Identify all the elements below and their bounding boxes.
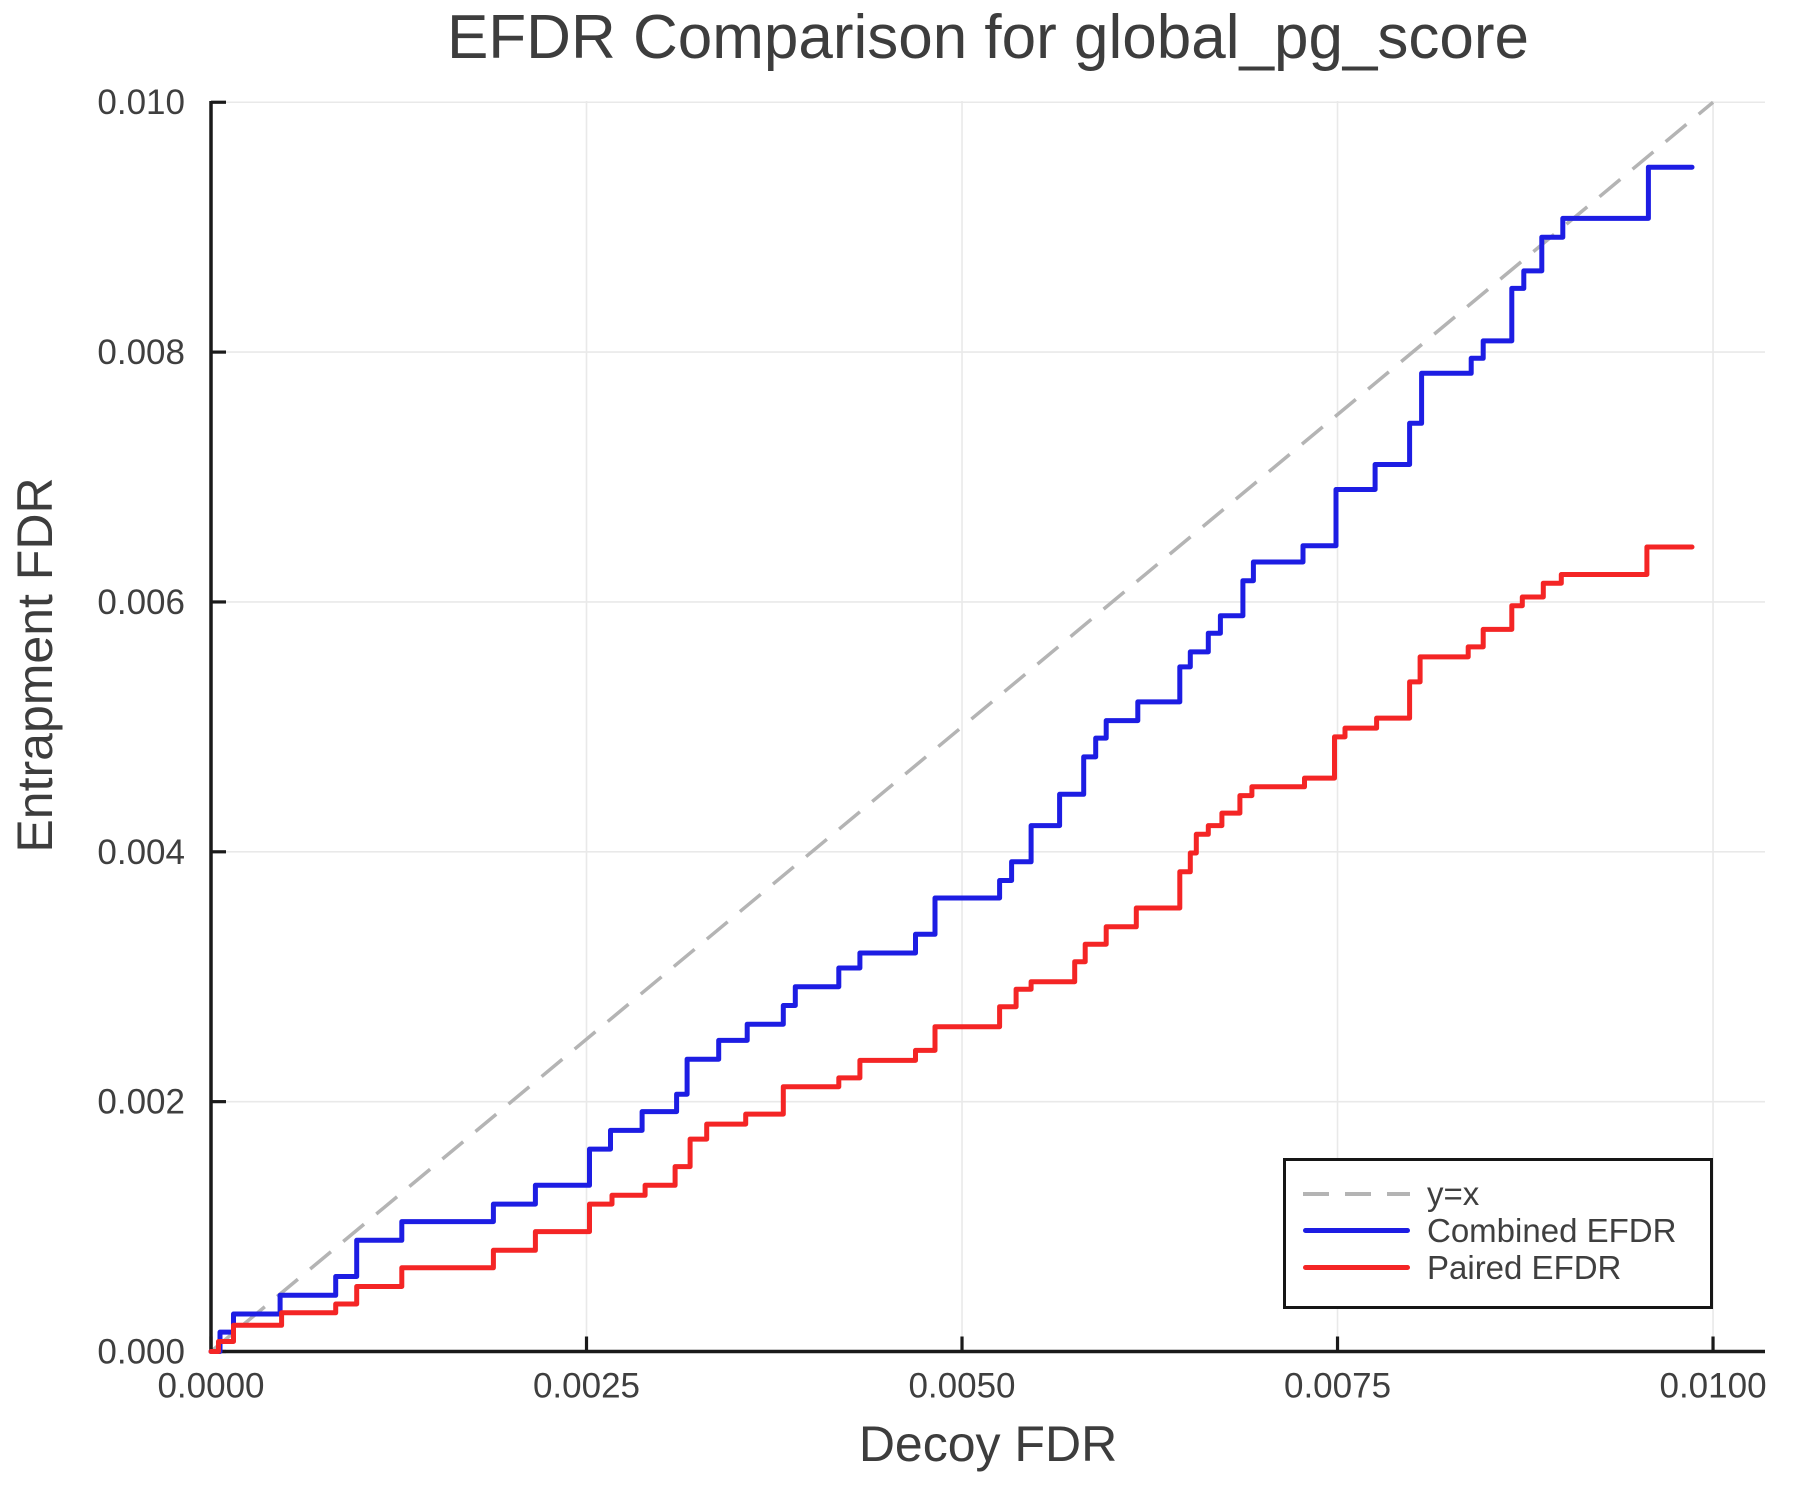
combined-efdr-line xyxy=(208,164,1695,1354)
legend-item-combined-efdr: Combined EFDR xyxy=(1303,1212,1710,1249)
legend-label: Combined EFDR xyxy=(1427,1212,1677,1249)
tick-label-layer: 0.0000 0.0025 0.0050 0.0075 0.0100 0.000 0.002… xyxy=(97,83,1766,1405)
x-tick-label: 0.0100 xyxy=(1659,1367,1766,1406)
x-tick-label: 0.0000 xyxy=(157,1367,264,1406)
paired-efdr-line xyxy=(208,544,1695,1354)
tick-layer xyxy=(209,100,1715,1354)
y-tick-label: 0.008 xyxy=(97,333,185,372)
series-layer xyxy=(208,164,1695,1354)
legend-label: y=x xyxy=(1427,1175,1480,1212)
legend-label: Paired EFDR xyxy=(1427,1249,1622,1286)
legend: y=x Combined EFDR Paired EFDR xyxy=(1283,1158,1713,1309)
legend-item-identity: y=x xyxy=(1303,1175,1710,1212)
chart-title: EFDR Comparison for global_pg_score xyxy=(446,3,1530,72)
identity-layer xyxy=(209,100,1715,1353)
x-tick-label: 0.0025 xyxy=(533,1367,640,1406)
x-tick-label: 0.0075 xyxy=(1284,1367,1391,1406)
combined-efdr-swatch xyxy=(1303,1228,1410,1233)
legend-item-paired-efdr: Paired EFDR xyxy=(1303,1249,1710,1286)
x-tick-label: 0.0050 xyxy=(908,1367,1015,1406)
y-tick-label: 0.006 xyxy=(97,583,185,622)
grid-layer xyxy=(211,101,1765,1352)
identity-line-swatch xyxy=(1303,1191,1410,1196)
axes-spines xyxy=(209,101,1765,1354)
y-tick-label: 0.000 xyxy=(97,1333,185,1372)
y-x-line xyxy=(209,100,1715,1353)
y-tick-label: 0.004 xyxy=(97,833,185,872)
y-tick-label: 0.002 xyxy=(97,1083,185,1122)
x-axis-label: Decoy FDR xyxy=(858,1416,1118,1472)
paired-efdr-swatch xyxy=(1303,1265,1410,1270)
y-tick-label: 0.010 xyxy=(97,83,185,122)
